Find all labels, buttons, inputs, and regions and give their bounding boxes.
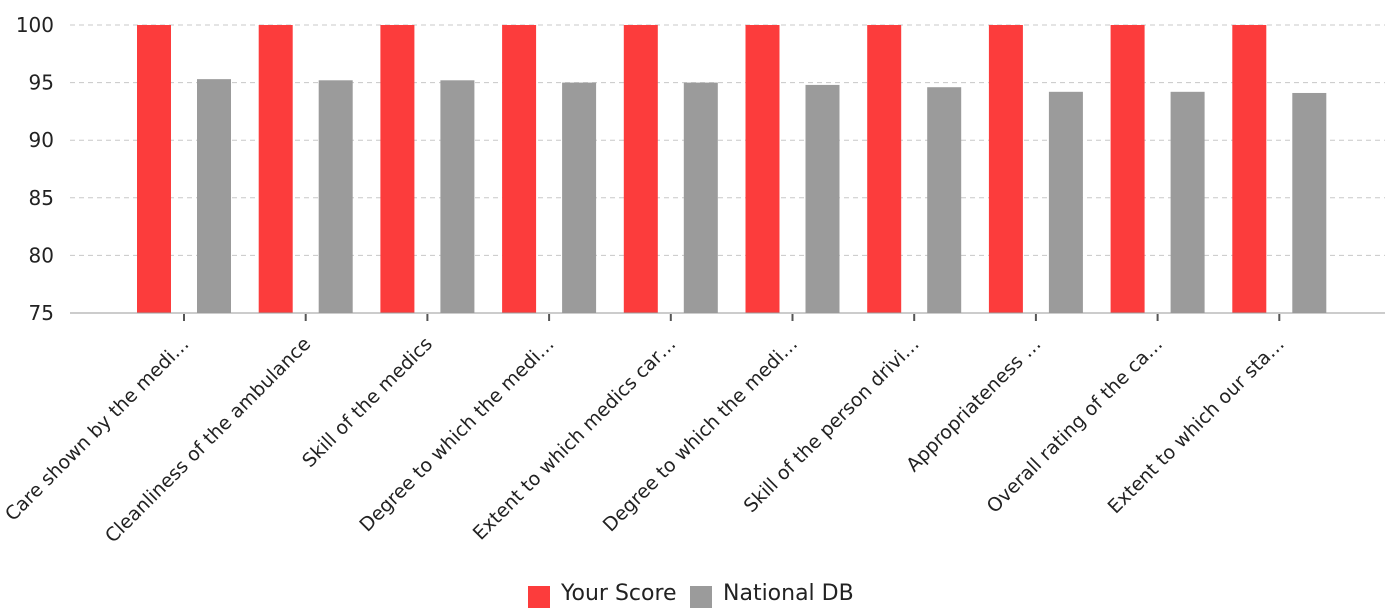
bar-national-db — [562, 82, 597, 313]
legend: Your Score National DB — [528, 581, 854, 608]
bar-your-score — [988, 25, 1023, 313]
bar-your-score — [867, 25, 902, 313]
x-tick-label: Appropriateness … — [902, 333, 1045, 476]
bar-your-score — [258, 25, 293, 313]
legend-swatch — [690, 586, 712, 608]
y-tick-label: 75 — [29, 301, 54, 325]
y-tick-label: 85 — [29, 186, 54, 210]
legend-label: National DB — [723, 581, 854, 606]
x-tick-label: Degree to which the medi… — [355, 333, 558, 536]
bar-your-score — [623, 25, 658, 313]
y-tick-label: 80 — [29, 243, 54, 267]
bar-national-db — [927, 87, 962, 313]
bar-your-score — [1232, 25, 1267, 313]
bars — [137, 25, 1327, 314]
y-tick-label: 100 — [16, 13, 54, 37]
legend-label: Your Score — [560, 581, 677, 606]
bar-national-db — [1048, 91, 1083, 313]
bar-national-db — [805, 84, 840, 314]
y-tick-label: 95 — [29, 71, 54, 95]
bar-your-score — [745, 25, 780, 313]
bar-national-db — [197, 79, 231, 313]
bar-your-score — [137, 25, 171, 313]
bar-your-score — [380, 25, 415, 313]
bar-national-db — [1170, 91, 1205, 313]
x-tick-label: Extent to which medics car… — [469, 333, 681, 545]
bar-national-db — [318, 80, 353, 314]
x-tick-label: Cleanliness of the ambulance — [101, 333, 315, 547]
bar-national-db — [440, 80, 475, 314]
y-tick-label: 90 — [29, 128, 54, 152]
bar-national-db — [1292, 92, 1327, 313]
legend-swatch — [528, 586, 550, 608]
x-tick-label: Degree to which the medi… — [599, 333, 802, 536]
bar-national-db — [683, 82, 718, 313]
x-tick-label: Skill of the medics — [298, 333, 437, 472]
bar-your-score — [1110, 25, 1145, 313]
bar-your-score — [502, 25, 537, 313]
